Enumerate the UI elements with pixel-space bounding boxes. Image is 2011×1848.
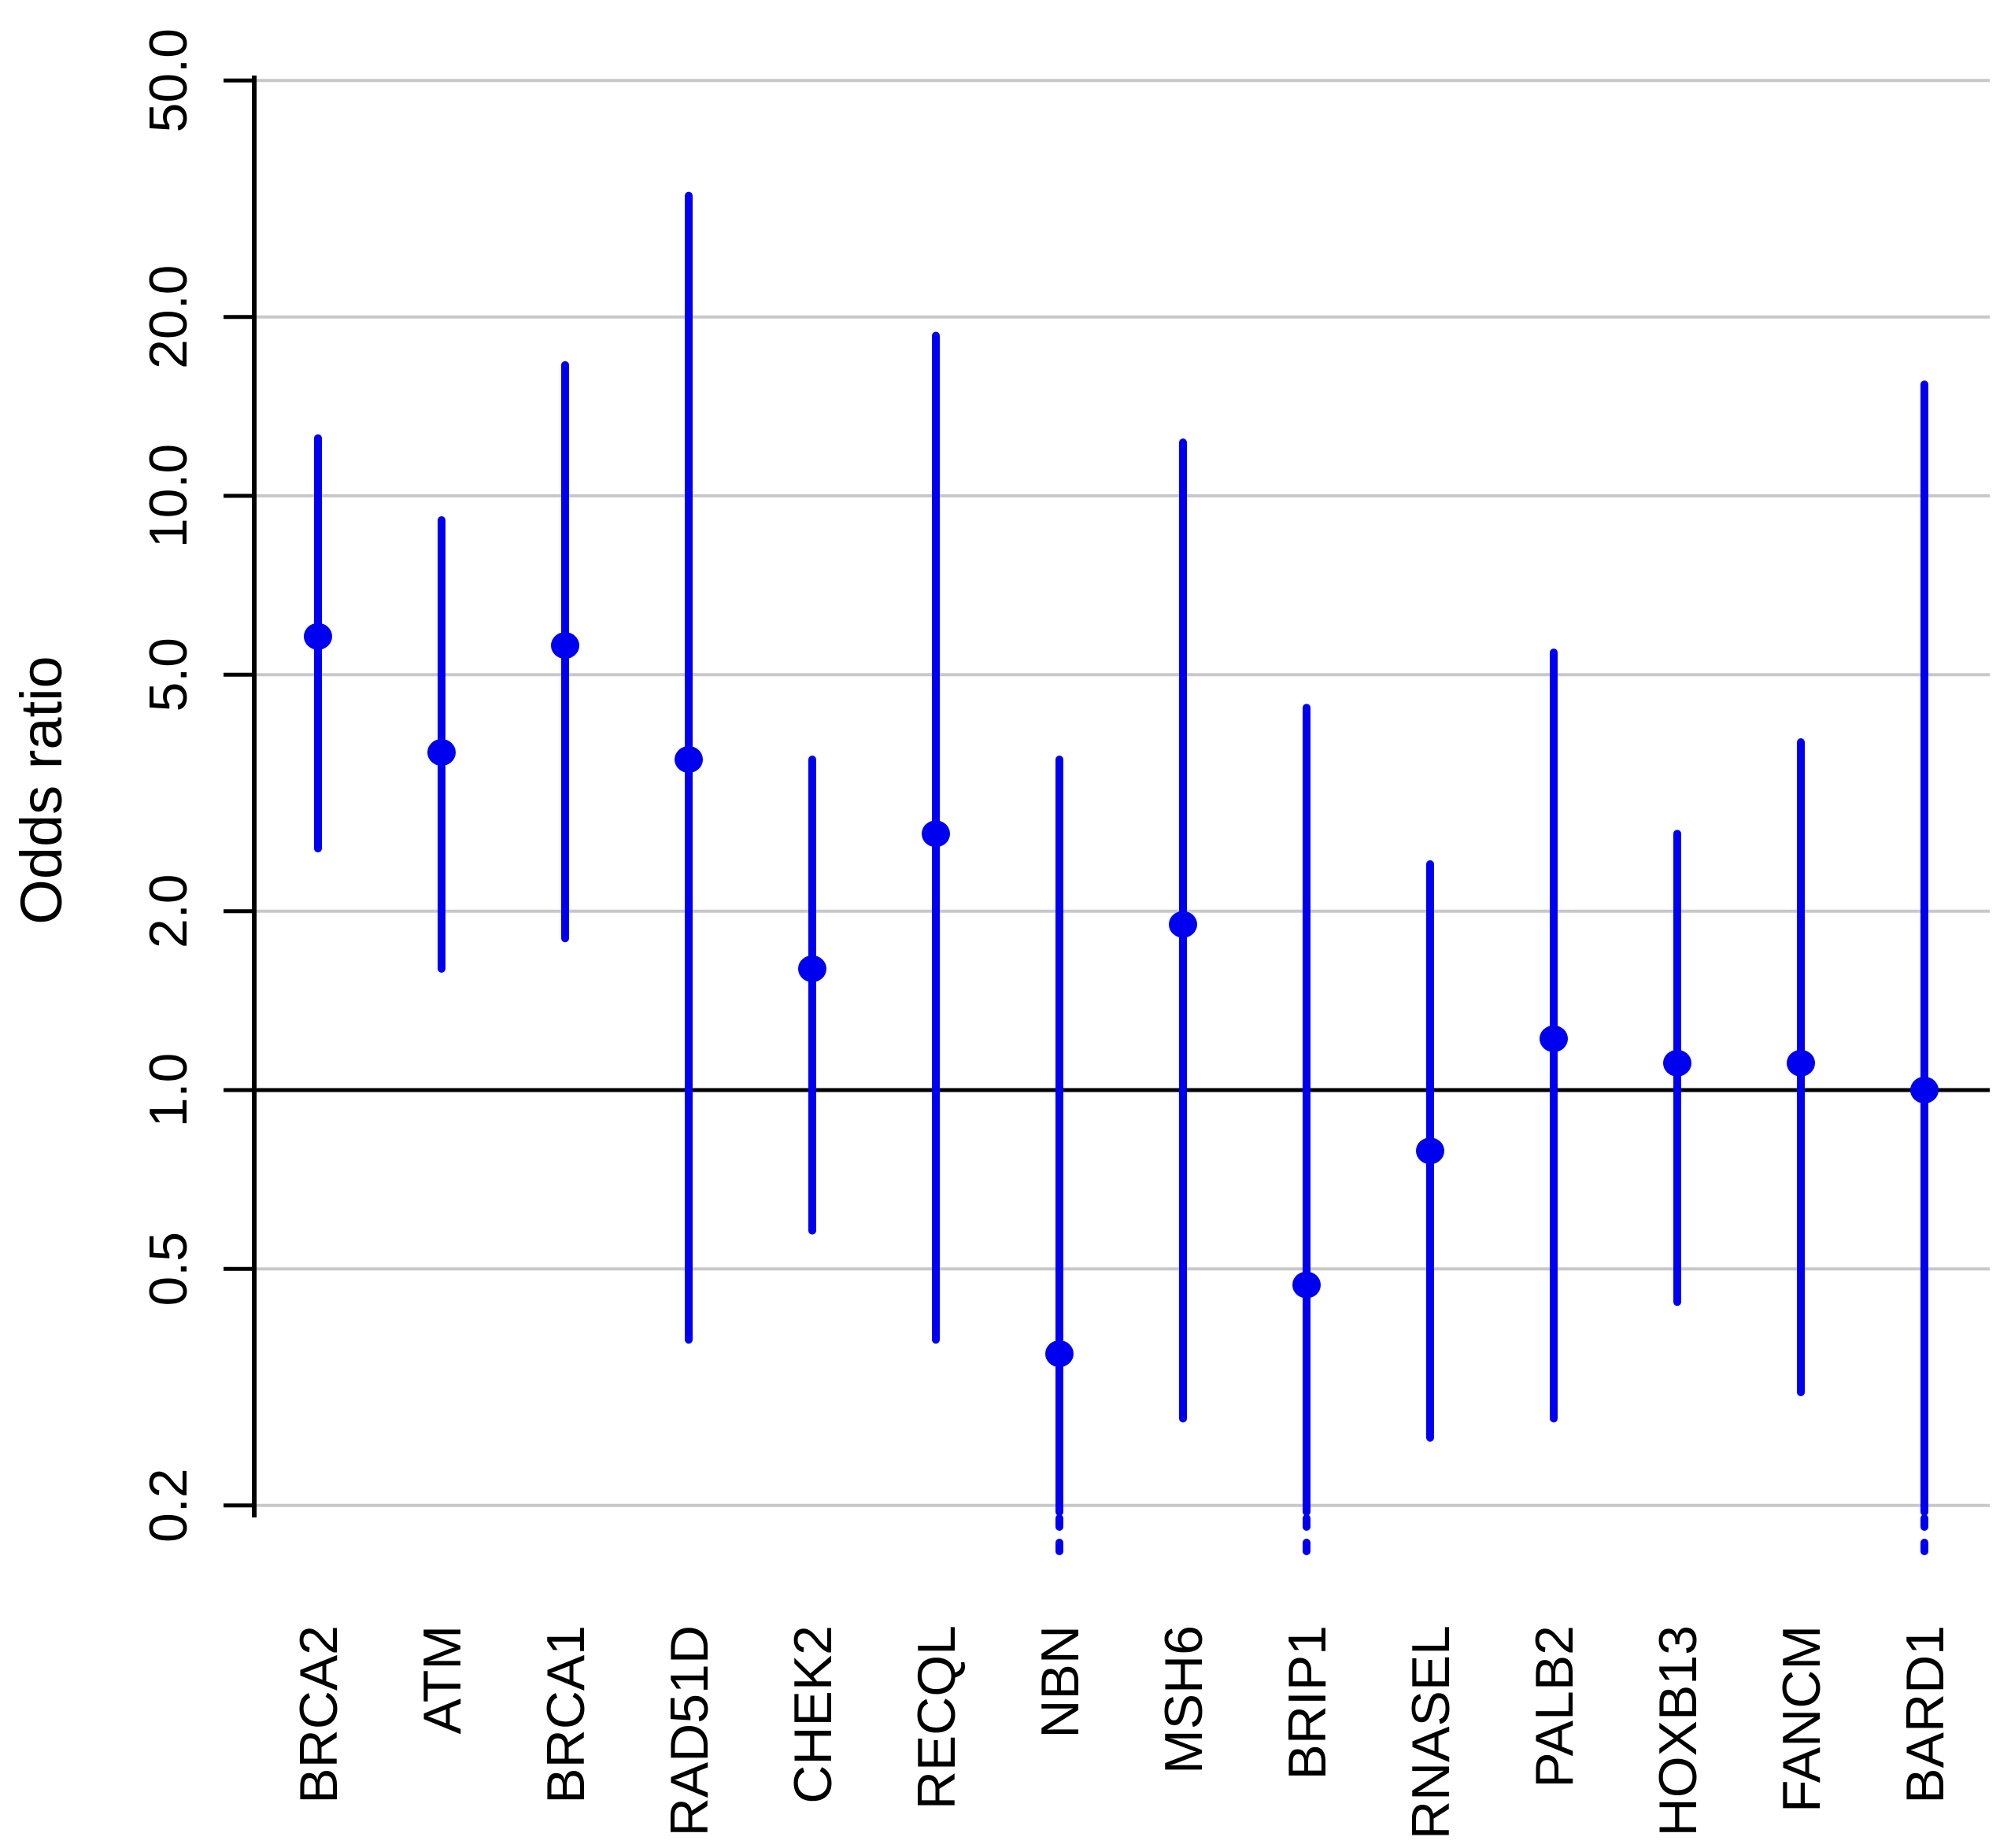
pointrange-BRIP1 — [1292, 704, 1321, 1555]
gridline-layer — [254, 79, 1990, 1507]
x-axis-label-ATM: ATM — [412, 1625, 472, 1735]
or-point-NBN — [1045, 1340, 1074, 1367]
or-point-BRIP1 — [1292, 1271, 1321, 1299]
x-axis-label-RECQL: RECQL — [907, 1625, 967, 1809]
pointrange-HOXB13 — [1663, 830, 1691, 1307]
or-point-BARD1 — [1910, 1077, 1939, 1103]
or-point-BRCA1 — [551, 632, 579, 660]
x-axis-label-BRCA1: BRCA1 — [536, 1625, 596, 1804]
pointrange-ATM — [427, 516, 456, 973]
x-axis-label-MSH6: MSH6 — [1154, 1625, 1214, 1774]
pointrange-BARD1 — [1910, 380, 1939, 1555]
x-axis-label-BRIP1: BRIP1 — [1277, 1625, 1337, 1780]
pointrange-BRCA1 — [551, 360, 579, 943]
pointrange-MSH6 — [1169, 438, 1197, 1423]
y-axis-tick-label-5.0: 5.0 — [139, 638, 198, 712]
x-axis-label-layer: BRCA2 ATM BRCA1 RAD51D CHEK2 RECQL NBN MSH6 BRIP… — [289, 1625, 1955, 1839]
x-axis-label-NBN: NBN — [1030, 1625, 1090, 1739]
or-point-HOXB13 — [1663, 1049, 1691, 1077]
y-axis-tick-label-2.0: 2.0 — [139, 874, 198, 948]
x-axis-label-CHEK2: CHEK2 — [783, 1625, 843, 1804]
pointrange-series-layer — [304, 191, 1939, 1555]
x-axis-label-HOXB13: HOXB13 — [1648, 1625, 1708, 1836]
or-point-ATM — [427, 739, 456, 767]
or-point-MSH6 — [1169, 911, 1197, 938]
x-axis-label-RAD51D: RAD51D — [660, 1625, 719, 1836]
y-axis-tick-label-20.0: 20.0 — [139, 265, 198, 369]
y-axis-tick-label-1.0: 1.0 — [139, 1053, 198, 1128]
x-axis-label-FANCM: FANCM — [1772, 1625, 1832, 1813]
pointrange-RECQL — [922, 331, 950, 1344]
y-axis-tick-label-10.0: 10.0 — [139, 444, 198, 548]
pointrange-RNASEL — [1416, 859, 1444, 1442]
or-point-RNASEL — [1416, 1137, 1444, 1165]
pointrange-PALB2 — [1540, 649, 1568, 1423]
or-point-RAD51D — [675, 745, 703, 773]
or-point-FANCM — [1787, 1049, 1815, 1077]
y-axis-tick-label-0.5: 0.5 — [139, 1232, 198, 1307]
pointrange-FANCM — [1787, 737, 1815, 1397]
y-axis-title: Odds ratio — [9, 656, 74, 924]
x-axis-label-PALB2: PALB2 — [1525, 1625, 1584, 1788]
y-axis-layer: 50.0 20.0 10.0 5.0 2.0 1.0 0.5 0.2 — [139, 28, 257, 1543]
pointrange-CHEK2 — [798, 755, 826, 1235]
y-axis-tick-label-0.2: 0.2 — [139, 1468, 198, 1543]
x-axis-label-BRCA2: BRCA2 — [289, 1625, 349, 1804]
or-point-BRCA2 — [304, 623, 332, 650]
pointrange-NBN — [1045, 755, 1074, 1555]
or-point-CHEK2 — [798, 955, 826, 982]
or-point-RECQL — [922, 820, 950, 848]
pointrange-RAD51D — [675, 191, 703, 1344]
or-point-PALB2 — [1540, 1025, 1568, 1052]
pointrange-BRCA2 — [304, 434, 332, 853]
x-axis-label-RNASEL: RNASEL — [1401, 1625, 1461, 1839]
x-axis-label-BARD1: BARD1 — [1895, 1625, 1955, 1804]
y-axis-tick-label-50.0: 50.0 — [139, 28, 198, 132]
